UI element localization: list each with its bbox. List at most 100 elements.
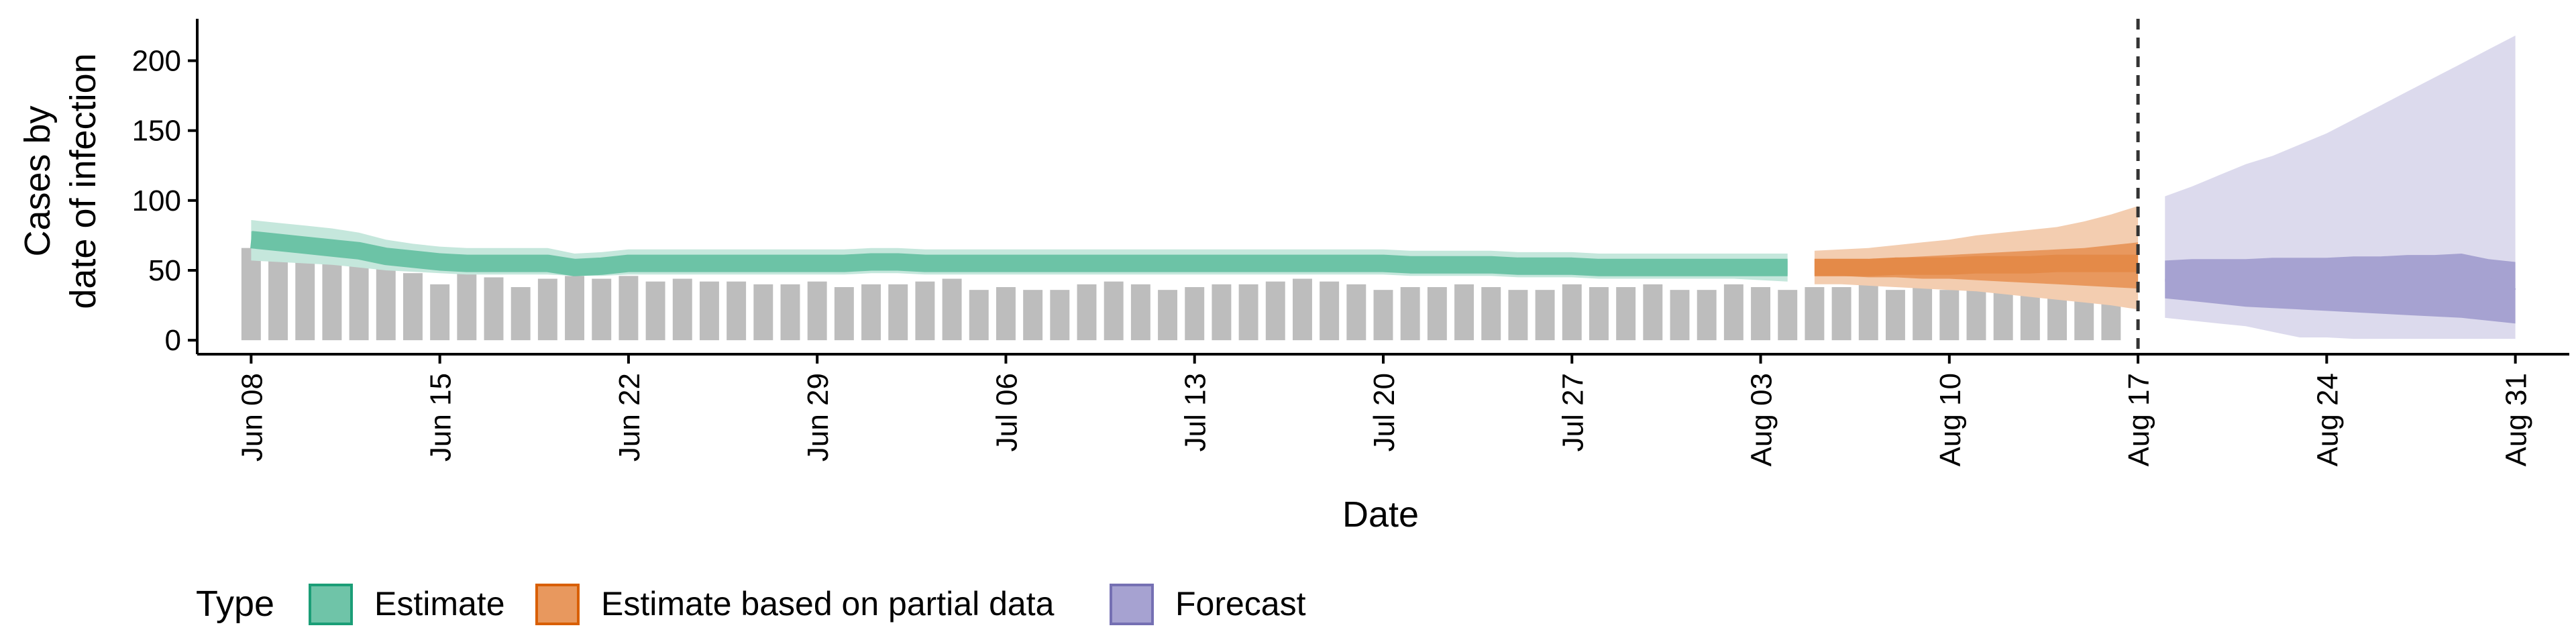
x-tick-label: Jun 15 [425,373,458,462]
y-tick-label: 0 [165,324,181,357]
observed-bar [484,277,504,341]
observed-bar [1858,284,1878,341]
x-tick-label: Aug 10 [1934,373,1967,466]
observed-bar [780,284,800,341]
y-tick-label: 150 [132,115,181,148]
x-tick-label: Aug 03 [1746,373,1778,466]
x-tick-label: Aug 17 [2123,373,2155,466]
observed-bar [888,284,908,341]
observed-bar [1373,290,1393,341]
observed-bar [753,284,773,341]
observed-bar [511,287,531,341]
x-tick-label: Jul 20 [1368,373,1401,451]
observed-bar [402,273,423,341]
legend-key-estimate [309,584,353,625]
legend-key-forecast [1110,584,1154,625]
y-axis-title-line-2: date of infection [63,53,103,309]
observed-bar [457,273,477,341]
observed-bar [1508,290,1528,341]
y-axis-title: Cases by date of infection [17,53,103,309]
x-tick-label: Jul 13 [1179,373,1212,451]
x-tick-label: Jun 08 [235,373,268,462]
observed-bar [1751,287,1771,341]
observed-bar [1185,287,1205,341]
observed-bar [1723,284,1743,341]
legend: Type Estimate Estimate based on partial … [196,584,1306,625]
legend-label-estimate: Estimate [374,585,505,623]
observed-bar [996,287,1016,341]
observed-bar [1697,290,1717,341]
observed-bar [1535,290,1555,341]
estimate-partial-median-line [1814,254,2139,276]
observed-bar [1939,290,1960,341]
observed-bar [1427,287,1447,341]
x-tick-label: Aug 24 [2311,373,2344,466]
plot-area: 0 50 100 150 200 Jun 08 Jun 15 Jun 22 Jun 29 Jul … [132,19,2569,466]
forecast-median-line [2165,274,2516,292]
observed-bar [565,276,585,341]
observed-bar [1292,278,1312,341]
observed-bar [727,281,747,341]
observed-bar [699,281,719,341]
y-tick-label: 100 [132,184,181,217]
observed-bar [1993,287,2013,341]
forecast-inner-band [2165,254,2516,324]
observed-bar [969,290,989,341]
y-tick-label: 50 [148,254,181,287]
observed-bar [672,278,692,341]
observed-bar [1885,290,1905,341]
observed-bar [1643,284,1663,341]
x-tick-label: Jun 22 [613,373,646,462]
observed-bar [1966,290,1986,341]
x-tick-label: Aug 31 [2500,373,2533,466]
legend-title: Type [196,584,274,624]
observed-bar [1400,287,1420,341]
observed-bar [295,256,315,341]
observed-bar [241,248,261,341]
observed-bar [915,281,935,341]
observed-bar [1670,290,1690,341]
observed-bar [1130,284,1150,341]
observed-bar [645,281,665,341]
observed-bar [1077,284,1097,341]
observed-bar [376,267,396,341]
observed-bar [942,278,962,341]
observed-bar [1238,284,1258,341]
y-tick-label: 200 [132,45,181,78]
observed-bar [1831,287,1851,341]
observed-bar [1023,290,1043,341]
legend-label-forecast: Forecast [1175,585,1306,623]
observed-bar [1212,284,1232,341]
observed-bar [1050,290,1070,341]
observed-bar [1104,281,1124,341]
observed-bar [537,278,557,341]
observed-bar [1805,287,1825,341]
estimate-median-line [250,231,1788,276]
observed-bar [807,281,827,341]
observed-bar [1589,287,1609,341]
x-tick-label: Jul 06 [991,373,1024,451]
observed-bar [349,256,369,341]
observed-bar [592,278,612,341]
observed-bar [1481,287,1501,341]
observed-bar [1265,281,1285,341]
observed-bar [1913,287,1933,341]
observed-bar [1346,284,1366,341]
observed-bar [834,287,854,341]
x-axis-title: Date [1342,494,1419,535]
observed-bar [861,284,881,341]
observed-bar [268,254,288,341]
legend-key-estimate-partial [535,584,580,625]
observed-bar [322,259,342,341]
legend-label-estimate-partial: Estimate based on partial data [601,585,1055,623]
x-tick-label: Jul 27 [1556,373,1589,451]
observed-bar [1320,281,1340,341]
observed-bar [1158,290,1178,341]
x-tick-label: Jun 29 [802,373,835,462]
y-axis-title-line-1: Cases by [17,105,58,256]
observed-bar [1616,287,1636,341]
observed-bar [1562,284,1582,341]
observed-bar [430,284,450,341]
observed-bar [1454,284,1474,341]
